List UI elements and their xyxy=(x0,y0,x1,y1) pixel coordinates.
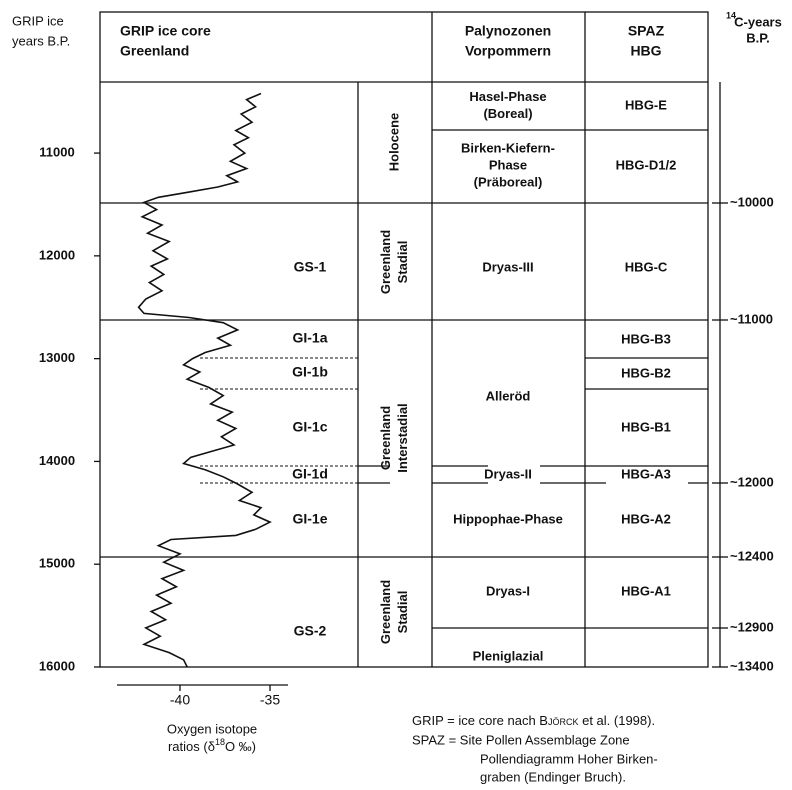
event-label: GI-1d xyxy=(292,466,328,482)
isotope-curve xyxy=(137,92,272,668)
palyno-label: Dryas-II xyxy=(484,466,532,481)
palyno-label: Dryas-III xyxy=(482,259,533,274)
iso-tick-label: -40 xyxy=(170,692,190,708)
spaz-label: HBG-B3 xyxy=(621,331,671,346)
palyno-label: (Boreal) xyxy=(483,106,532,121)
palyno-label: Alleröd xyxy=(486,388,531,403)
header-c14: B.P. xyxy=(746,30,770,45)
header-spaz: SPAZ xyxy=(628,23,665,39)
header-palyno: Palynozonen xyxy=(465,23,551,39)
event-label: GS-1 xyxy=(294,259,327,275)
note-line: Pollendiagramm Hoher Birken- xyxy=(480,751,658,766)
header-c14-sup: 14 xyxy=(726,10,736,20)
age-tick-label: 11000 xyxy=(39,145,74,160)
palyno-label: Dryas-I xyxy=(486,583,530,598)
zone-label: Greenland xyxy=(378,230,393,294)
palyno-label: Hippophae-Phase xyxy=(453,511,563,526)
spaz-label: HBG-A1 xyxy=(621,583,671,598)
age-tick-label: 15000 xyxy=(39,556,75,571)
spaz-label: HBG-A3 xyxy=(621,466,671,481)
zone-label: Stadial xyxy=(395,591,410,634)
spaz-label: HBG-B1 xyxy=(621,419,671,434)
zone-label: Greenland xyxy=(378,580,393,644)
spaz-label: HBG-A2 xyxy=(621,511,671,526)
c14-label: ~12900 xyxy=(730,619,774,634)
age-tick-label: 14000 xyxy=(39,453,75,468)
spaz-label: HBG-E xyxy=(625,97,667,112)
event-label: GI-1e xyxy=(292,511,327,527)
header-age: years B.P. xyxy=(12,33,70,48)
note-author: Björck xyxy=(539,713,578,728)
event-label: GI-1c xyxy=(292,419,327,435)
frame xyxy=(99,11,709,668)
c14-label: ~12000 xyxy=(730,474,774,489)
zone-label: Interstadial xyxy=(395,403,410,472)
age-tick-label: 13000 xyxy=(39,350,75,365)
iso-label-part: ratios (δ xyxy=(168,739,215,754)
event-label: GS-2 xyxy=(294,623,327,639)
zone-label: Stadial xyxy=(395,241,410,284)
age-tick-label: 16000 xyxy=(39,658,75,673)
note-line: graben (Endinger Bruch). xyxy=(480,769,626,784)
event-label: GI-1a xyxy=(292,330,327,346)
zone-label: Holocene xyxy=(386,113,401,172)
table-frame xyxy=(99,11,721,668)
note-line: GRIP = ice core nach Björck et al. (1998… xyxy=(412,713,655,728)
c14-label: ~10000 xyxy=(730,194,774,209)
header-grip: Greenland xyxy=(120,43,189,59)
palyno-label: Hasel-Phase xyxy=(469,89,546,104)
header-palyno: Vorpommern xyxy=(465,43,551,59)
c14-label: ~11000 xyxy=(730,311,773,326)
note-part: et al. (1998). xyxy=(578,713,655,728)
iso-label-sup: 18 xyxy=(215,737,225,747)
c14-label: ~12400 xyxy=(730,548,774,563)
header-grip: GRIP ice core xyxy=(120,23,211,39)
iso-label: Oxygen isotope xyxy=(167,721,257,736)
iso-label: ratios (δ18O ‰) xyxy=(168,737,256,754)
c14-label: ~13400 xyxy=(730,658,774,673)
note-line: SPAZ = Site Pollen Assemblage Zone xyxy=(412,732,630,747)
palyno-label: Birken-Kiefern- xyxy=(461,140,555,155)
zone-label: Greenland xyxy=(378,406,393,470)
palyno-label: Phase xyxy=(489,157,527,172)
spaz-label: HBG-B2 xyxy=(621,365,671,380)
iso-tick-label: -35 xyxy=(260,692,280,708)
iso-label-part: O ‰) xyxy=(225,739,256,754)
age-tick-label: 12000 xyxy=(39,247,75,262)
palyno-label: (Präboreal) xyxy=(474,174,543,189)
header-c14: C-years xyxy=(734,14,782,29)
note-part: GRIP = ice core nach xyxy=(412,713,539,728)
event-label: GI-1b xyxy=(292,364,328,380)
spaz-label: HBG-D1/2 xyxy=(616,157,677,172)
spaz-label: HBG-C xyxy=(625,259,668,274)
header-age: GRIP ice xyxy=(12,13,64,28)
header-spaz: HBG xyxy=(630,43,661,59)
palyno-label: Pleniglazial xyxy=(473,648,544,663)
